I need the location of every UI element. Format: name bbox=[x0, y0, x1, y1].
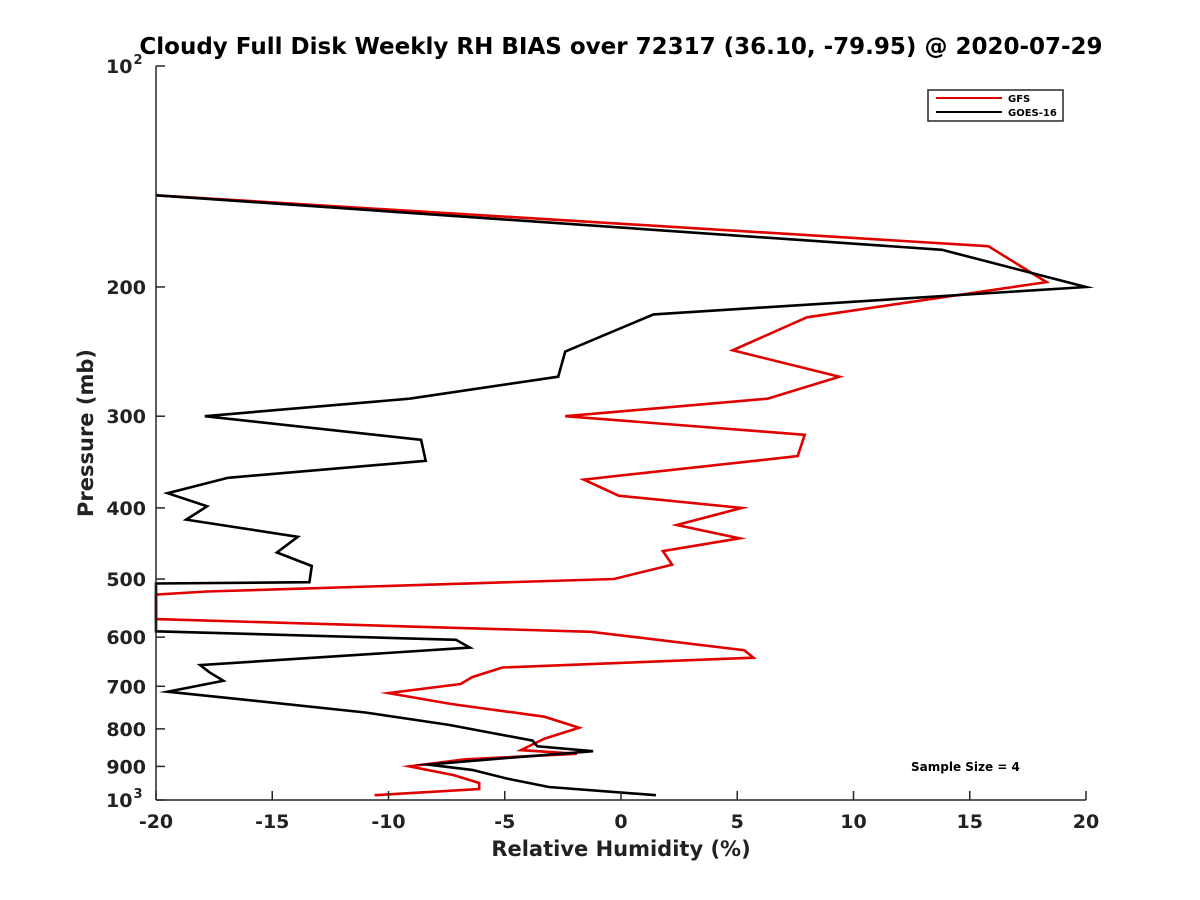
x-tick-label: 10 bbox=[840, 811, 866, 833]
y-tick-label: 400 bbox=[106, 498, 146, 520]
x-tick-label: 5 bbox=[731, 811, 744, 833]
y-tick-exponent: 2 bbox=[133, 53, 142, 68]
y-tick-label: 900 bbox=[106, 756, 146, 778]
x-tick-label: 15 bbox=[957, 811, 983, 833]
x-tick-label: 20 bbox=[1073, 811, 1099, 833]
legend-label-gfs: GFS bbox=[1008, 94, 1030, 105]
legend-box bbox=[927, 89, 1064, 122]
x-tick-label: -15 bbox=[255, 811, 289, 833]
sample-size-annotation: Sample Size = 4 bbox=[911, 760, 1020, 774]
x-tick-labels: -20 -15 -10 -5 0 5 10 15 20 bbox=[139, 791, 1099, 833]
chart-title: Cloudy Full Disk Weekly RH BIAS over 723… bbox=[139, 34, 1102, 60]
y-tick-label: 600 bbox=[106, 627, 146, 649]
x-tick-label: -5 bbox=[494, 811, 515, 833]
x-axis-label: Relative Humidity (%) bbox=[491, 837, 750, 861]
y-axis-label: Pressure (mb) bbox=[74, 349, 98, 517]
y-tick-label: 800 bbox=[106, 719, 146, 741]
x-tick-label: -20 bbox=[139, 811, 173, 833]
y-tick-label: 700 bbox=[106, 676, 146, 698]
y-tick-label: 500 bbox=[106, 569, 146, 591]
x-tick-label: -10 bbox=[371, 811, 405, 833]
y-tick-label: 300 bbox=[106, 406, 146, 428]
y-tick-label: 200 bbox=[106, 277, 146, 299]
y-tick-exponent: 3 bbox=[133, 787, 142, 802]
x-tick-label: 0 bbox=[614, 811, 627, 833]
legend: GFS GOES-16 bbox=[927, 89, 1064, 122]
legend-label-goes16: GOES-16 bbox=[1008, 108, 1057, 119]
y-tick-label: 102 bbox=[106, 53, 143, 78]
